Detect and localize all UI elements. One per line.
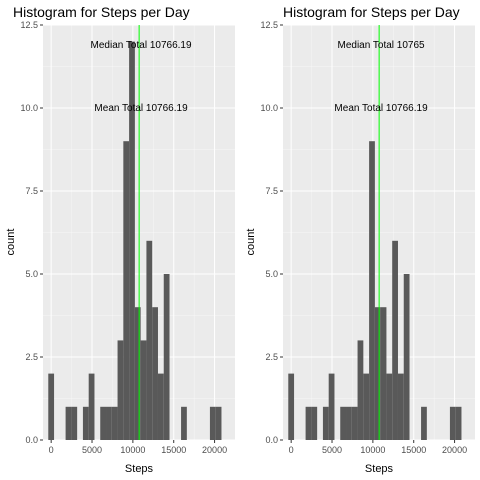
- x-tick-label: 15000: [401, 445, 426, 455]
- histogram-bar: [209, 406, 216, 440]
- chart-title: Histogram for Steps per Day: [13, 4, 190, 20]
- histogram-bar: [181, 406, 187, 440]
- histogram-bar: [129, 41, 135, 440]
- x-tick-label: 10000: [360, 445, 385, 455]
- x-tick-label: 15000: [161, 445, 186, 455]
- y-tick-label: 5.0: [25, 269, 38, 279]
- x-axis-title: Steps: [125, 463, 154, 475]
- histogram-bar: [380, 307, 387, 440]
- annotation-label: Median Total 10765: [337, 40, 425, 51]
- histogram-bar: [351, 406, 358, 440]
- histogram-bar: [288, 373, 295, 440]
- chart-title: Histogram for Steps per Day: [283, 4, 460, 20]
- x-tick-label: 5000: [322, 445, 342, 455]
- histogram-bar: [403, 274, 410, 440]
- histogram-bar: [340, 406, 347, 440]
- histogram-bar: [123, 141, 130, 440]
- x-tick-label: 0: [289, 445, 294, 455]
- y-axis-title: count: [5, 229, 17, 256]
- annotation-label: Median Total 10766.19: [91, 40, 192, 51]
- histogram-panel-left: Histogram for Steps per Day Median Total…: [5, 4, 235, 475]
- y-tick-label: 12.5: [20, 20, 38, 30]
- x-tick-label: 5000: [82, 445, 102, 455]
- histogram-bar: [117, 340, 124, 440]
- histogram-bar: [134, 307, 141, 440]
- x-axis-title: Steps: [365, 463, 394, 475]
- plot-area: Median Total 10766.19 Mean Total 10766.19…: [20, 20, 235, 455]
- histogram-bar: [374, 307, 381, 440]
- histogram-chart-right: Histogram for Steps per Day Median Total…: [245, 4, 475, 475]
- histogram-bar: [163, 274, 170, 440]
- x-tick-label: 10000: [120, 445, 145, 455]
- histogram-bar: [48, 373, 55, 440]
- histogram-bar: [369, 141, 375, 440]
- histogram-bar: [157, 373, 164, 440]
- y-tick-label: 7.5: [25, 186, 38, 196]
- histogram-bar: [357, 340, 364, 440]
- y-tick-label: 10.0: [20, 103, 38, 113]
- y-tick-label: 7.5: [265, 186, 278, 196]
- annotation-label: Mean Total 10766.19: [334, 103, 428, 114]
- histogram-bar: [88, 373, 95, 440]
- histogram-bar: [397, 373, 404, 440]
- histogram-bar: [328, 373, 335, 440]
- y-tick-label: 0.0: [25, 435, 38, 445]
- histogram-bar: [146, 240, 153, 440]
- x-tick-label: 20000: [202, 445, 227, 455]
- y-tick-label: 5.0: [265, 269, 278, 279]
- y-tick-label: 2.5: [25, 352, 38, 362]
- plot-area: Median Total 10765 Mean Total 10766.19 0 50…: [260, 20, 475, 455]
- histogram-bar: [71, 406, 78, 440]
- histogram-bar: [111, 406, 118, 440]
- annotation-label: Mean Total 10766.19: [94, 103, 188, 114]
- histogram-bar: [449, 406, 456, 440]
- histogram-panel-right: Histogram for Steps per Day Median Total…: [240, 0, 480, 480]
- histogram-bar: [140, 340, 147, 440]
- histogram-bar: [215, 406, 222, 440]
- histogram-bar: [106, 406, 112, 440]
- y-tick-label: 12.5: [260, 20, 278, 30]
- histogram-bar: [421, 406, 427, 440]
- histogram-bar: [152, 307, 158, 440]
- histogram-bar: [455, 406, 462, 440]
- x-tick-label: 0: [49, 445, 54, 455]
- y-tick-label: 10.0: [260, 103, 278, 113]
- y-tick-label: 2.5: [265, 352, 278, 362]
- histogram-bar: [363, 373, 370, 440]
- histogram-bar: [65, 406, 72, 440]
- histogram-bar: [305, 406, 312, 440]
- histogram-bar: [322, 406, 329, 440]
- histogram-bar: [386, 373, 393, 440]
- histogram-bar: [82, 406, 89, 440]
- histogram-bar: [311, 406, 318, 440]
- histogram-bar: [392, 240, 398, 440]
- histogram-bar: [100, 406, 107, 440]
- histogram-bar: [346, 406, 352, 440]
- y-tick-label: 0.0: [265, 435, 278, 445]
- y-axis-title: count: [245, 229, 257, 256]
- x-tick-label: 20000: [442, 445, 467, 455]
- histogram-chart-left: Histogram for Steps per Day Median Total…: [5, 4, 235, 475]
